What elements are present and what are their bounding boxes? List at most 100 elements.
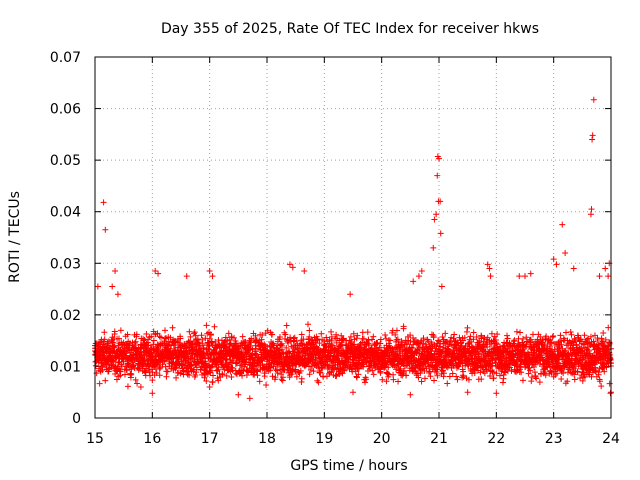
data-point [169,324,176,331]
data-point [161,339,168,346]
data-point [430,333,437,340]
data-point [353,374,360,381]
data-point [183,273,190,280]
data-point [278,371,285,378]
data-point [273,367,280,374]
data-point [178,347,184,354]
data-point [532,373,539,380]
data-point [109,339,116,346]
data-point [607,390,614,397]
x-tick-label: 15 [86,431,104,447]
data-point [267,367,274,374]
data-point [393,327,400,334]
data-point [464,324,471,331]
grid-lines [95,57,611,418]
data-point [567,328,574,335]
data-point [293,338,300,345]
data-point [427,373,434,380]
data-point [228,374,235,381]
data-point [560,370,567,377]
data-point [317,369,324,376]
data-point [439,333,446,340]
data-point [105,338,112,345]
data-point [602,336,609,343]
data-point [239,372,246,379]
data-point [243,358,250,365]
y-tick-label: 0.06 [50,102,81,118]
data-point [379,376,386,383]
data-point [602,265,609,272]
data-point [310,368,317,375]
data-point [425,369,432,376]
data-point [132,338,139,345]
data-point [471,370,478,377]
data-point [557,332,564,339]
data-point [563,342,570,349]
data-point [186,372,193,379]
y-tick-label: 0 [72,411,81,427]
data-point [566,366,573,373]
data-point [291,334,298,341]
x-tick-label: 24 [602,431,620,447]
data-point [289,264,296,271]
data-point [548,347,555,354]
data-point [490,375,497,382]
data-point [164,368,171,375]
data-point [103,358,110,365]
data-point [209,378,216,385]
data-point [588,373,595,380]
data-point [464,389,471,396]
data-point [529,331,536,338]
data-point [410,278,417,285]
data-point [499,379,506,386]
data-point [361,379,368,386]
data-point [446,373,453,380]
data-point [583,339,590,346]
data-point [304,321,311,328]
data-point [201,374,208,381]
data-point [428,352,435,359]
data-point [252,332,259,339]
y-tick-label: 0.03 [50,256,81,272]
data-point [488,330,495,337]
data-point [558,375,565,382]
data-point [97,368,104,375]
data-point [283,344,290,351]
data-point [205,345,212,352]
data-point [147,372,154,379]
data-point [363,376,370,383]
data-point [111,343,118,350]
data-point [195,339,202,346]
data-point [340,336,347,343]
data-point [598,383,605,390]
data-point [261,341,268,348]
data-point [547,343,554,350]
data-point [162,327,169,334]
data-point [542,372,549,379]
data-point [393,336,400,343]
data-point [192,372,199,379]
data-point [114,291,121,298]
data-point [153,369,160,376]
data-point [223,372,230,379]
data-point [183,364,190,371]
data-point [387,337,394,344]
data-point [186,328,193,335]
data-point [431,377,438,384]
tick-labels: 15 16 17 18 19 20 21 22 23 24 0 0.01 0.02 0.03 0.04 0.0… [50,50,620,447]
data-point [366,342,373,349]
data-point [596,378,603,385]
data-point [461,334,468,341]
data-point [581,373,588,380]
data-point [222,334,229,341]
data-point [300,336,307,343]
data-point [527,367,534,374]
data-point [275,347,282,354]
data-point [571,335,578,342]
y-tick-label: 0.05 [50,153,81,169]
data-point [438,352,445,359]
data-point [323,334,330,341]
data-point [390,376,397,383]
data-point [434,372,441,379]
